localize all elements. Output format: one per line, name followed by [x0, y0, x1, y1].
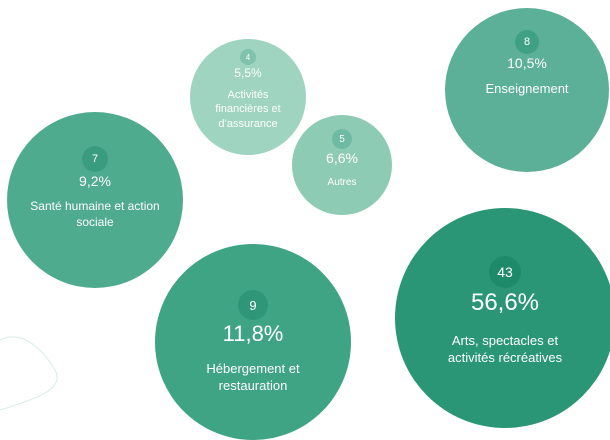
bubble: 7 9,2% Santé humaine et action sociale	[7, 112, 183, 288]
share-label: 6,6%	[326, 150, 358, 166]
count-badge: 43	[489, 256, 521, 288]
outline-shape	[0, 336, 58, 411]
category-label: Activités financières et d’assurance	[215, 89, 281, 130]
count-badge: 8	[515, 30, 539, 54]
count-badge: 4	[240, 49, 256, 65]
share-label: 56,6%	[470, 289, 540, 316]
share-label: 10,5%	[507, 55, 547, 71]
share-label: 5,5%	[234, 66, 262, 80]
category-label: Hébergement et restauration	[206, 361, 300, 394]
share-label: 11,8%	[222, 321, 284, 346]
bubble: 43 56,6% Arts, spectacles et activités réc…	[395, 208, 610, 428]
category-label: Autres	[327, 177, 357, 189]
share-label: 9,2%	[79, 173, 111, 189]
bubble: 5 6,6% Autres	[292, 115, 392, 215]
count-badge: 9	[238, 290, 268, 320]
bubble: 4 5,5% Activités financières et d’assuranc…	[190, 39, 306, 155]
category-label: Arts, spectacles et activités récréative…	[447, 333, 563, 366]
category-label: Enseignement	[485, 81, 569, 97]
bubble: 8 10,5% Enseignement	[445, 8, 609, 172]
count-badge: 7	[82, 146, 108, 172]
count-badge: 5	[332, 129, 352, 149]
category-label: Santé humaine et action sociale	[30, 199, 160, 229]
bubble: 9 11,8% Hébergement et restauration	[155, 244, 351, 440]
